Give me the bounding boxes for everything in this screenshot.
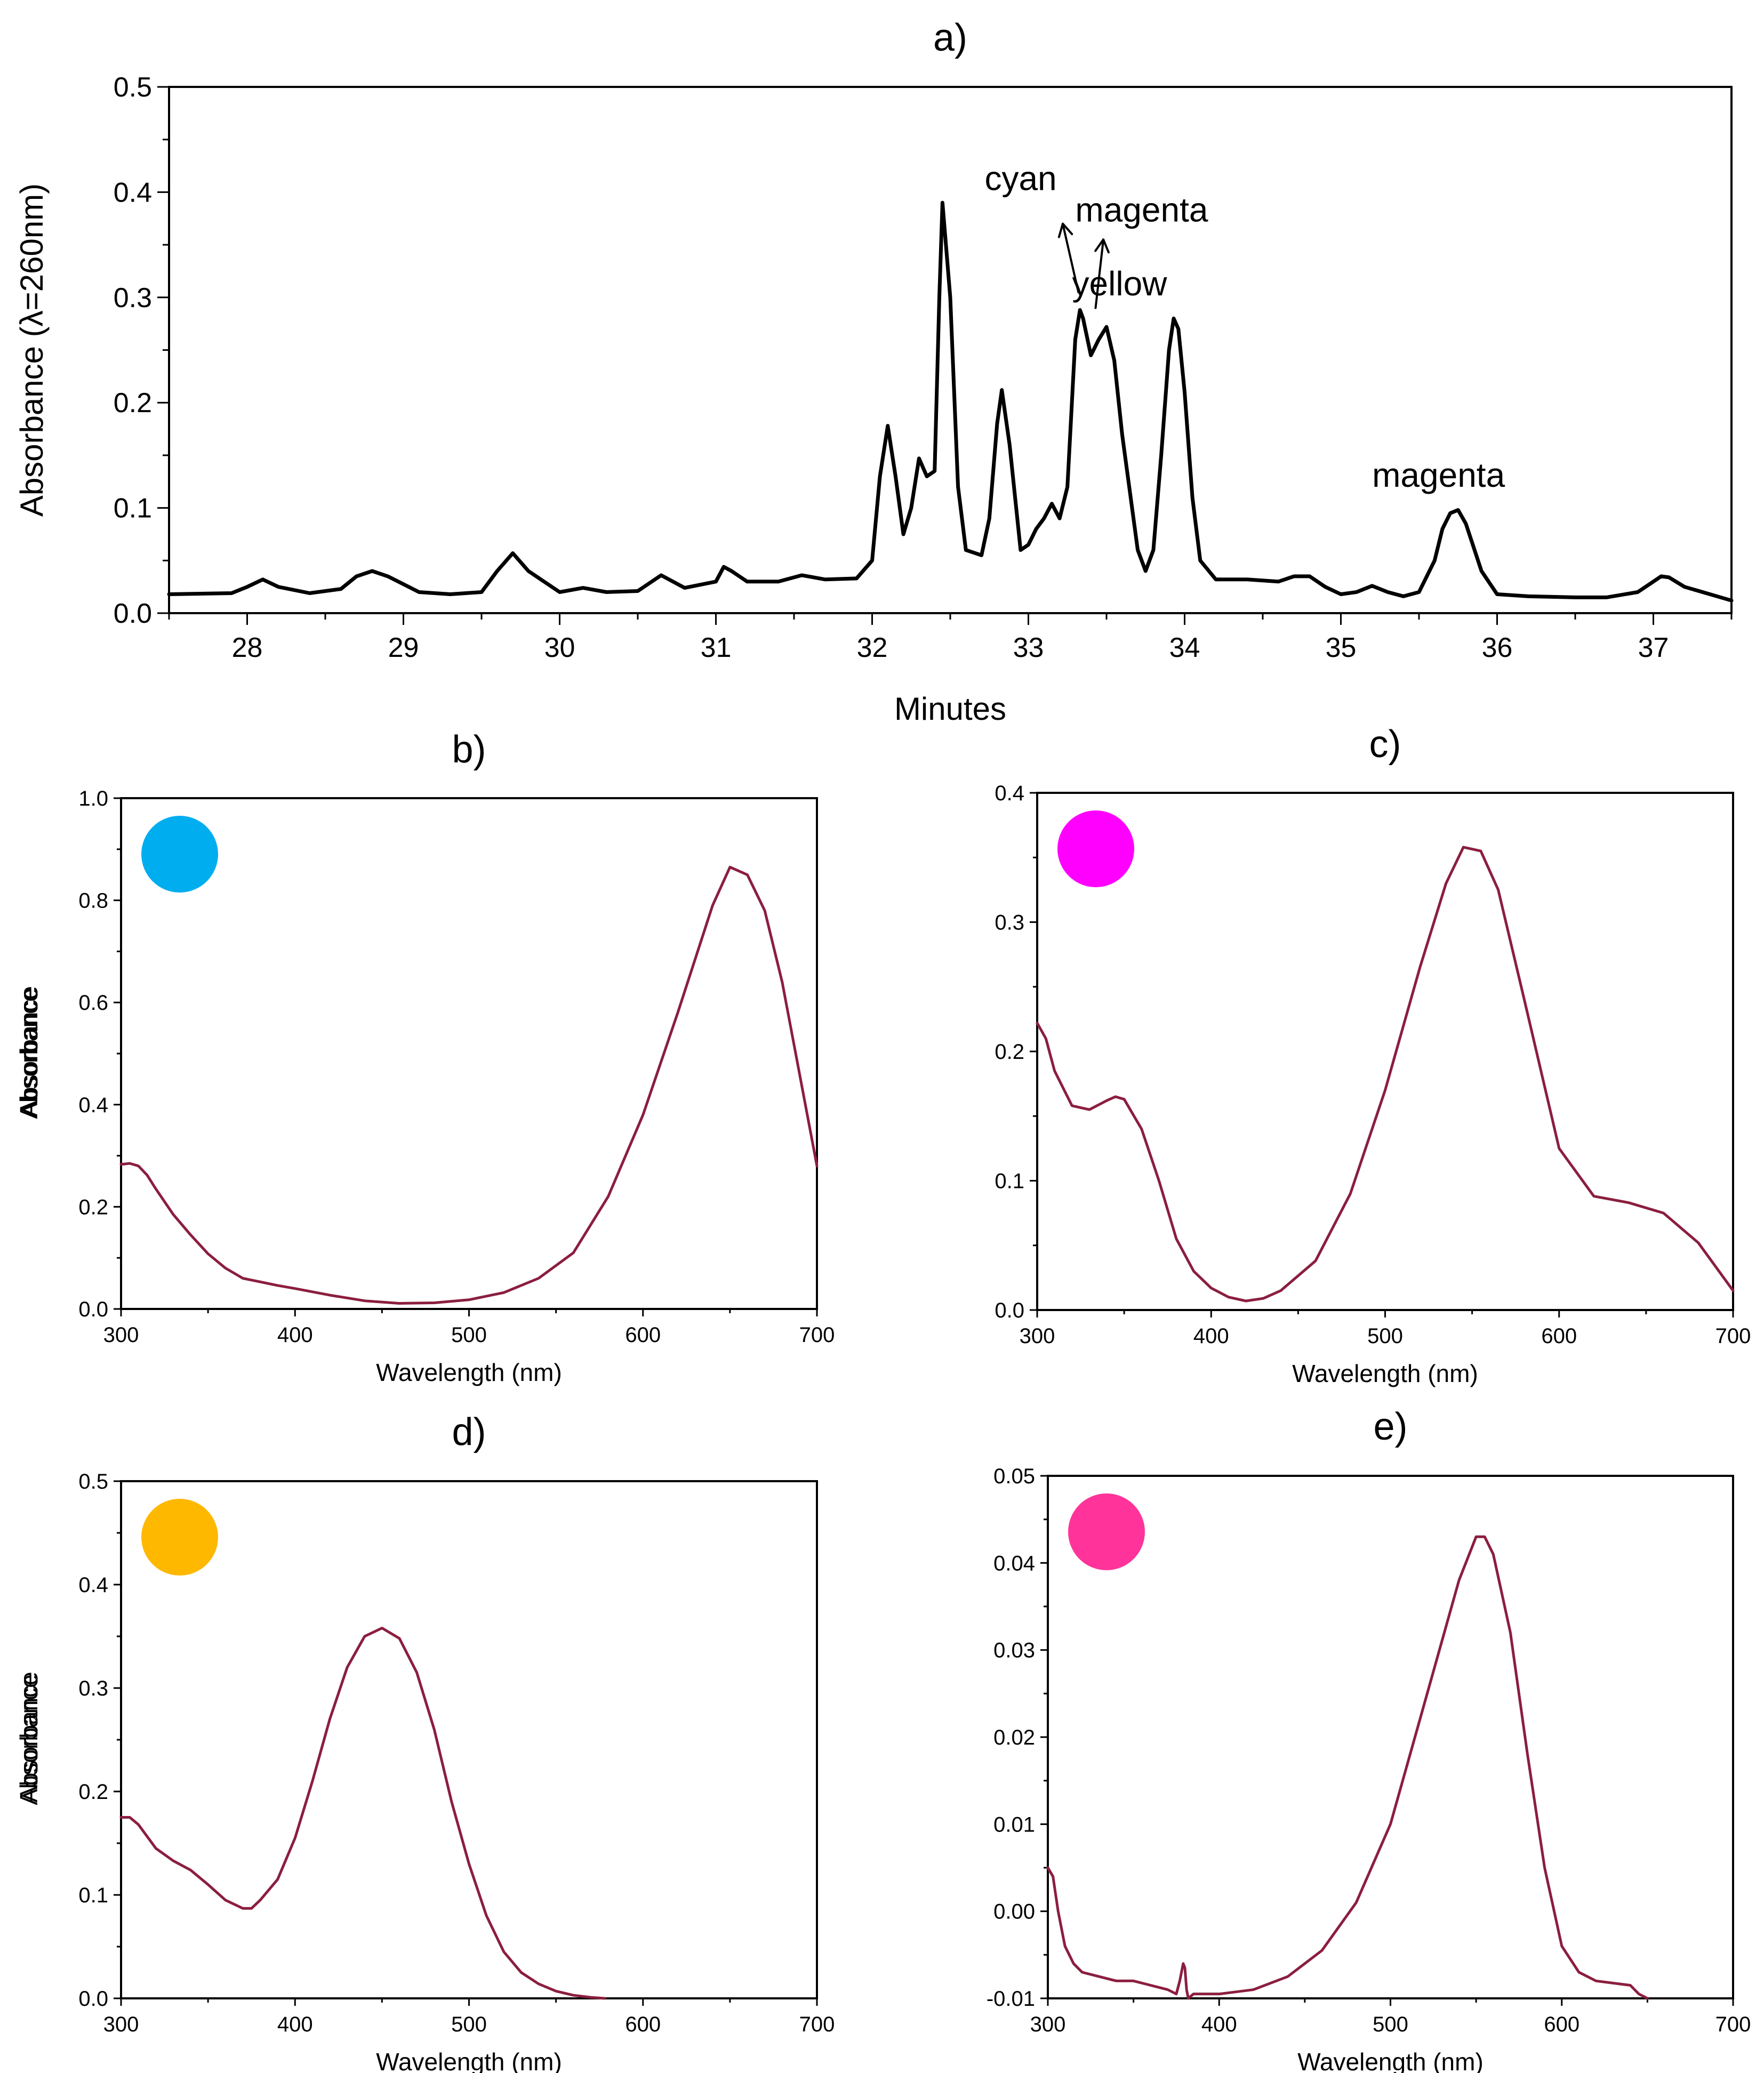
chart-panel-d: d) 300 400 500 600 700 0.0 0.1 0.2 0.3 0.4 0.5 Wavel… xyxy=(15,1411,835,2073)
y-tick-label: 0.1 xyxy=(995,1170,1024,1193)
x-tick-label: 30 xyxy=(544,632,575,663)
x-tick-label: 500 xyxy=(451,2013,487,2036)
x-tick-label: 400 xyxy=(277,1323,313,1347)
x-tick-label: 700 xyxy=(1715,1324,1751,1348)
color-swatch-dot xyxy=(141,1499,218,1576)
y-axis-label-part: Absorbance ( xyxy=(14,326,50,517)
chart-panel-a: a) 28 29 30 31 32 33 34 35 36 37 0.0 0.1 0.2 0.3 0.4 0.5… xyxy=(14,17,1734,727)
x-tick-label: 400 xyxy=(1201,2013,1237,2036)
y-tick-label: 0.2 xyxy=(78,1780,108,1804)
series-line xyxy=(119,1627,606,2000)
x-tick-label: 300 xyxy=(1030,2013,1066,2036)
panel-title: c) xyxy=(1369,723,1401,766)
series-line xyxy=(1036,846,1735,1303)
x-tick-label: 600 xyxy=(625,1323,661,1347)
panel-title: a) xyxy=(933,17,967,59)
y-tick-label: 0.00 xyxy=(993,1900,1035,1924)
x-tick-label: 300 xyxy=(103,2013,139,2036)
x-tick-label: 600 xyxy=(1541,1324,1577,1348)
x-tick-label: 400 xyxy=(277,2013,313,2036)
panel-title: e) xyxy=(1373,1405,1407,1448)
y-tick-label: 0.1 xyxy=(78,1884,108,1907)
chart-panel-e: e) 300 400 500 600 700 -0.01 0.00 0.01 0.02 0.03 0.… xyxy=(15,1405,1751,2073)
y-tick-label: 0.2 xyxy=(78,1195,108,1219)
y-tick-label: 0.02 xyxy=(993,1726,1035,1749)
x-tick-label: 700 xyxy=(1715,2013,1751,2036)
y-tick-label: 0.0 xyxy=(78,1298,108,1321)
y-tick-label: 0.4 xyxy=(114,177,152,208)
x-tick-label: 500 xyxy=(1373,2013,1408,2036)
y-tick-label: -0.01 xyxy=(987,1987,1035,2011)
peak-annotation: magenta xyxy=(1075,191,1208,229)
y-tick-label: 0.2 xyxy=(114,388,152,419)
y-tick-label: 0.0 xyxy=(78,1987,108,2011)
x-tick-label: 35 xyxy=(1326,632,1357,663)
y-tick-label: 1.0 xyxy=(78,787,108,810)
x-tick-label: 300 xyxy=(103,1323,139,1347)
y-tick-label: 0.4 xyxy=(78,1573,108,1597)
x-tick-label: 32 xyxy=(857,632,888,663)
series-line xyxy=(1046,1535,1649,2000)
y-tick-label: 0.4 xyxy=(995,782,1024,805)
x-tick-label: 36 xyxy=(1482,632,1513,663)
color-swatch-dot xyxy=(1068,1493,1145,1570)
x-tick-label: 600 xyxy=(1544,2013,1579,2036)
peak-annotation: yellow xyxy=(1072,264,1168,303)
y-axis-label: Absorbance (λ=260nm) xyxy=(14,183,50,517)
chart-panel-c: c) 300 400 500 600 700 0.0 0.1 0.2 0.3 0.4 Waveleng… xyxy=(15,723,1751,1387)
peak-annotation: cyan xyxy=(984,159,1056,197)
y-tick-label: 0.3 xyxy=(78,1677,108,1700)
x-tick-label: 33 xyxy=(1013,632,1044,663)
y-axis-label-part: =260nm) xyxy=(14,183,50,310)
x-tick-label: 500 xyxy=(451,1323,487,1347)
x-tick-label: 29 xyxy=(388,632,419,663)
y-axis-label: Absorbance xyxy=(15,986,43,1117)
annotation-arrow xyxy=(1094,238,1110,309)
x-axis-label: Wavelength (nm) xyxy=(1292,1360,1478,1387)
annotation-arrow xyxy=(1057,222,1080,293)
color-swatch-dot xyxy=(141,816,218,893)
chart-panel-b: b) 300 400 500 600 700 0.0 0.2 0.4 0.6 0.8 1.0 Wavel… xyxy=(15,728,835,1386)
x-axis-label: Wavelength (nm) xyxy=(376,1359,562,1386)
x-tick-label: 34 xyxy=(1169,632,1200,663)
x-tick-label: 400 xyxy=(1193,1324,1229,1348)
panel-title: d) xyxy=(452,1411,486,1453)
y-tick-label: 0.3 xyxy=(114,283,152,314)
y-tick-label: 0.1 xyxy=(114,493,152,524)
y-tick-label: 0.04 xyxy=(993,1552,1035,1575)
series-line xyxy=(119,865,819,1305)
y-tick-label: 0.3 xyxy=(995,911,1024,935)
y-axis-label: Absorbance xyxy=(15,1674,43,1805)
x-tick-label: 37 xyxy=(1638,632,1669,663)
y-tick-label: 0.8 xyxy=(78,889,108,913)
x-axis-label: Wavelength (nm) xyxy=(1297,2048,1484,2073)
y-tick-label: 0.01 xyxy=(993,1813,1035,1836)
y-tick-label: 0.0 xyxy=(114,598,152,629)
y-tick-label: 0.05 xyxy=(993,1465,1035,1488)
x-tick-label: 700 xyxy=(799,2013,835,2036)
x-tick-label: 600 xyxy=(625,2013,661,2036)
peak-annotation: magenta xyxy=(1372,456,1505,494)
x-tick-label: 300 xyxy=(1020,1324,1055,1348)
x-tick-label: 31 xyxy=(701,632,732,663)
y-tick-label: 0.5 xyxy=(78,1470,108,1493)
x-axis-label: Minutes xyxy=(894,691,1006,727)
series-line xyxy=(167,200,1734,602)
x-tick-label: 500 xyxy=(1367,1324,1403,1348)
y-tick-label: 0.2 xyxy=(995,1040,1024,1064)
x-axis-label: Wavelength (nm) xyxy=(376,2048,562,2073)
panel-title: b) xyxy=(452,728,486,771)
y-axis-label: Absorbance xyxy=(15,988,43,1119)
y-axis-label-part: λ xyxy=(14,310,50,326)
y-axis-label: Absorbance xyxy=(15,1672,43,1803)
y-tick-label: 0.4 xyxy=(78,1094,108,1117)
y-tick-label: 0.03 xyxy=(993,1639,1035,1662)
y-tick-label: 0.5 xyxy=(114,72,152,103)
y-tick-label: 0.6 xyxy=(78,991,108,1015)
x-tick-label: 28 xyxy=(232,632,263,663)
y-tick-label: 0.0 xyxy=(995,1299,1024,1322)
x-tick-label: 700 xyxy=(799,1323,835,1347)
color-swatch-dot xyxy=(1057,810,1134,887)
